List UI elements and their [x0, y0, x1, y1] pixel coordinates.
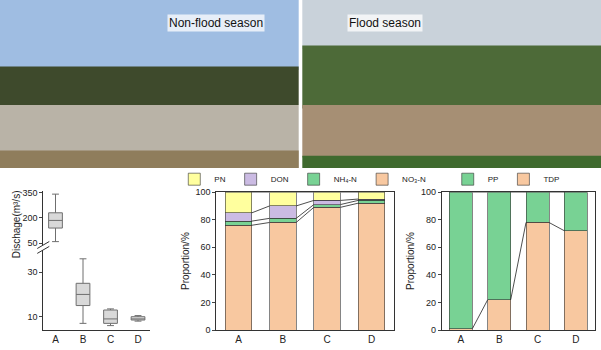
svg-text:C: C: [324, 334, 331, 345]
svg-text:D: D: [368, 334, 375, 345]
svg-text:40: 40: [201, 270, 211, 280]
svg-text:Non-flood season: Non-flood season: [169, 16, 263, 30]
svg-text:B: B: [496, 334, 503, 345]
svg-text:100: 100: [421, 187, 436, 197]
svg-text:30: 30: [27, 267, 37, 277]
svg-text:20: 20: [201, 298, 211, 308]
svg-text:20: 20: [426, 298, 436, 308]
svg-text:C: C: [534, 334, 541, 345]
svg-text:Proportion/%: Proportion/%: [180, 232, 191, 290]
svg-text:DON: DON: [271, 175, 289, 184]
svg-text:NO₃-N: NO₃-N: [402, 175, 426, 184]
svg-text:80: 80: [201, 215, 211, 225]
svg-text:60: 60: [426, 242, 436, 252]
svg-text:100: 100: [196, 187, 211, 197]
svg-text:TDP: TDP: [543, 175, 559, 184]
svg-text:D: D: [134, 334, 141, 345]
svg-text:40: 40: [426, 270, 436, 280]
svg-text:80: 80: [426, 215, 436, 225]
svg-text:A: A: [52, 334, 59, 345]
svg-text:Proportion/%: Proportion/%: [405, 232, 416, 290]
svg-text:50: 50: [27, 238, 37, 248]
svg-text:Flood season: Flood season: [349, 16, 421, 30]
svg-text:0: 0: [431, 325, 436, 335]
svg-text:B: B: [280, 334, 287, 345]
svg-text:0: 0: [206, 325, 211, 335]
svg-text:D: D: [572, 334, 579, 345]
svg-text:200: 200: [22, 213, 37, 223]
svg-text:NH₄-N: NH₄-N: [334, 175, 357, 184]
svg-text:Dischage(m³/s): Dischage(m³/s): [11, 191, 22, 259]
svg-text:PP: PP: [488, 175, 499, 184]
svg-text:10: 10: [27, 312, 37, 322]
svg-text:A: A: [235, 334, 242, 345]
svg-text:PN: PN: [214, 175, 225, 184]
svg-text:C: C: [107, 334, 114, 345]
svg-text:B: B: [80, 334, 87, 345]
svg-text:60: 60: [201, 242, 211, 252]
svg-text:A: A: [458, 334, 465, 345]
svg-text:350: 350: [22, 188, 37, 198]
